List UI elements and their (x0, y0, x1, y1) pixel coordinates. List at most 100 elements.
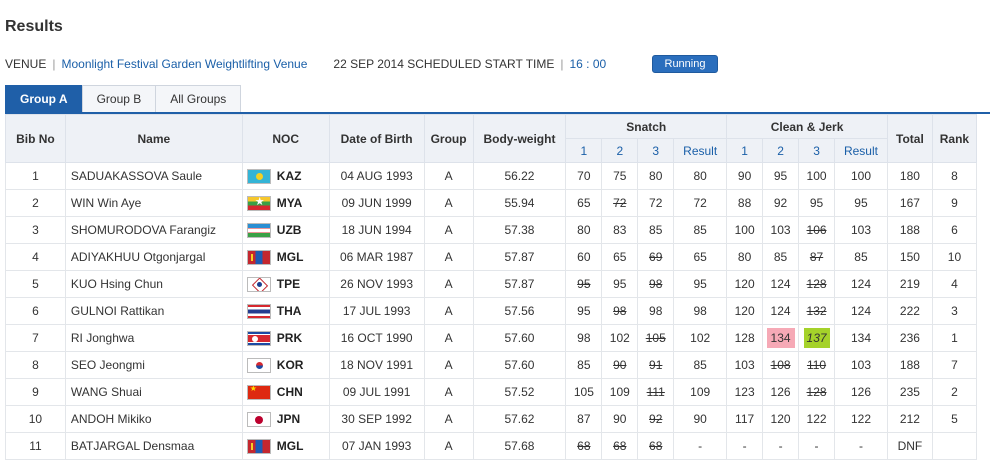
noc-cell: TPE (241, 270, 330, 298)
cj-attempt-2: 85 (762, 243, 800, 271)
tab-group-b[interactable]: Group B (81, 85, 157, 113)
snatch-result-cell: 109 (673, 378, 728, 406)
snatch-attempt-3: 111 (637, 378, 675, 406)
status-badge: Running (652, 55, 718, 73)
bodyweight-cell: 57.60 (472, 324, 567, 352)
bib-cell: 4 (5, 243, 66, 271)
snatch-attempt-3: 91 (637, 351, 675, 379)
attempt-value: 75 (613, 169, 627, 183)
group-cell: A (423, 243, 474, 271)
cj-result-cell: 103 (834, 216, 888, 244)
attempt-value: 85 (649, 223, 663, 237)
attempt-value: 95 (577, 304, 591, 318)
bodyweight-cell: 57.87 (472, 243, 567, 271)
noc-code: MGL (276, 250, 304, 265)
header-snatch: Snatch (565, 114, 728, 139)
group-cell: A (423, 324, 474, 352)
venue-name-link[interactable]: Moonlight Festival Garden Weightlifting … (61, 57, 308, 71)
athlete-name-cell: SHOMURODOVA Farangiz (64, 216, 243, 244)
attempt-value: 95 (809, 196, 824, 210)
group-cell: A (423, 405, 474, 433)
cj-attempt-3: 122 (798, 405, 836, 433)
snatch-result-cell: 85 (673, 216, 728, 244)
dob-cell: 07 JAN 1993 (328, 432, 425, 460)
cj-attempt-1: 120 (726, 297, 764, 325)
attempt-value: 95 (613, 277, 627, 291)
header-cj-2: 2 (762, 138, 800, 163)
attempt-value: 90 (613, 358, 627, 372)
cj-attempt-3: 137 (798, 324, 836, 352)
cj-attempt-2: 126 (762, 378, 800, 406)
bodyweight-cell: 57.62 (472, 405, 567, 433)
cj-attempt-1: 120 (726, 270, 764, 298)
header-cj-3: 3 (798, 138, 836, 163)
group-tabs: Group A Group B All Groups (5, 85, 242, 113)
cj-attempt-3: 106 (798, 216, 836, 244)
bib-cell: 8 (5, 351, 66, 379)
snatch-attempt-3: 80 (637, 162, 675, 190)
rank-cell: 10 (931, 243, 978, 271)
attempt-value: 91 (649, 358, 663, 372)
attempt-value: 105 (573, 385, 594, 399)
attempt-value: 110 (806, 358, 827, 372)
header-bib: Bib No (5, 114, 66, 163)
rank-cell: 8 (931, 162, 978, 190)
snatch-attempt-2: 75 (601, 162, 639, 190)
attempt-value: 105 (645, 331, 666, 345)
total-cell: 188 (886, 351, 933, 379)
bib-cell: 11 (5, 432, 66, 460)
attempt-value: 120 (734, 304, 755, 318)
noc-cell: MGL (241, 432, 330, 460)
attempt-value: 85 (773, 250, 788, 264)
dob-cell: 26 NOV 1993 (328, 270, 425, 298)
snatch-attempt-1: 105 (565, 378, 603, 406)
separator: | (560, 57, 564, 71)
mgl-flag-icon (246, 438, 271, 454)
snatch-result-cell: - (673, 432, 728, 460)
noc-code: CHN (276, 385, 303, 400)
bodyweight-cell: 57.68 (472, 432, 567, 460)
dob-cell: 16 OCT 1990 (328, 324, 425, 352)
snatch-result-cell: 85 (673, 351, 728, 379)
snatch-attempt-2: 95 (601, 270, 639, 298)
cj-result-cell: 134 (834, 324, 888, 352)
tab-group-a[interactable]: Group A (5, 85, 83, 113)
venue-info: VENUE | Moonlight Festival Garden Weightli… (5, 56, 606, 72)
attempt-value: 98 (649, 304, 663, 318)
cj-attempt-3: 128 (798, 378, 836, 406)
snatch-result-cell: 80 (673, 162, 728, 190)
cj-attempt-3: 128 (798, 270, 836, 298)
chn-flag-icon (246, 384, 271, 400)
cj-attempt-1: 117 (726, 405, 764, 433)
cj-attempt-1: 88 (726, 189, 764, 217)
cj-attempt-2: 124 (762, 270, 800, 298)
attempt-value: 68 (577, 439, 591, 453)
total-cell: 236 (886, 324, 933, 352)
snatch-attempt-2: 65 (601, 243, 639, 271)
group-cell: A (423, 162, 474, 190)
snatch-attempt-1: 85 (565, 351, 603, 379)
snatch-attempt-3: 98 (637, 297, 675, 325)
cj-result-cell: 100 (834, 162, 888, 190)
cj-attempt-3: 95 (798, 189, 836, 217)
total-cell: 219 (886, 270, 933, 298)
mgl-flag-icon (246, 249, 271, 265)
snatch-attempt-1: 68 (565, 432, 603, 460)
snatch-result-cell: 95 (673, 270, 728, 298)
noc-cell: CHN (241, 378, 330, 406)
athlete-name-cell: KUO Hsing Chun (64, 270, 243, 298)
rank-cell: 3 (931, 297, 978, 325)
attempt-value: 80 (577, 223, 591, 237)
attempt-value: 80 (649, 169, 663, 183)
attempt-value: 102 (609, 331, 630, 345)
rank-cell: 1 (931, 324, 978, 352)
total-cell: 180 (886, 162, 933, 190)
tab-all-groups[interactable]: All Groups (155, 85, 242, 113)
bodyweight-cell: 56.22 (472, 162, 567, 190)
table-row: 1 SADUAKASSOVA Saule KAZ 04 AUG 1993 A 56.22 7… (5, 162, 978, 190)
rank-cell: 2 (931, 378, 978, 406)
bodyweight-cell: 55.94 (472, 189, 567, 217)
header-cj-1: 1 (726, 138, 764, 163)
total-cell: 167 (886, 189, 933, 217)
cj-attempt-2: 108 (762, 351, 800, 379)
